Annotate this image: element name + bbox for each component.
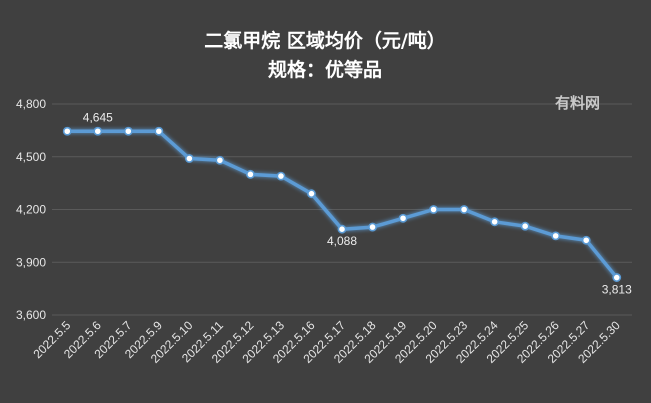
data-point [551,231,561,241]
chart-subtitle: 规格：优等品 [268,58,382,81]
data-point [184,154,194,163]
data-point [276,171,286,181]
data-label: 3,813 [602,283,632,297]
data-label: 4,088 [327,234,357,248]
y-axis-ticks: 4,800 4,500 4,200 3,900 3,600 [16,97,46,322]
y-tick-label: 3,900 [16,255,46,269]
data-point [62,126,72,136]
data-point [246,169,255,179]
data-point [459,205,469,214]
data-point [337,224,347,234]
y-tick-label: 4,200 [16,203,46,217]
series-layer [62,126,622,282]
y-tick-label: 4,800 [16,97,46,111]
data-point [123,126,133,136]
data-point [490,217,500,227]
data-point [215,155,225,165]
data-point [581,235,591,245]
y-tick-label: 3,600 [16,308,46,322]
data-point [398,213,408,223]
chart-title: 二氯甲烷 区域均价（元/吨） [204,29,446,52]
gridlines [52,103,632,316]
data-point [612,273,622,282]
data-point [154,126,164,136]
data-point [520,221,530,231]
data-labels: 4,645 4,088 3,813 [83,110,632,296]
watermark-logo: 有料网 [555,94,600,112]
data-point [368,222,377,232]
data-point [93,126,103,136]
y-tick-label: 4,500 [16,150,46,164]
data-point [429,205,438,214]
data-point [307,189,316,199]
data-label: 4,645 [83,110,113,124]
